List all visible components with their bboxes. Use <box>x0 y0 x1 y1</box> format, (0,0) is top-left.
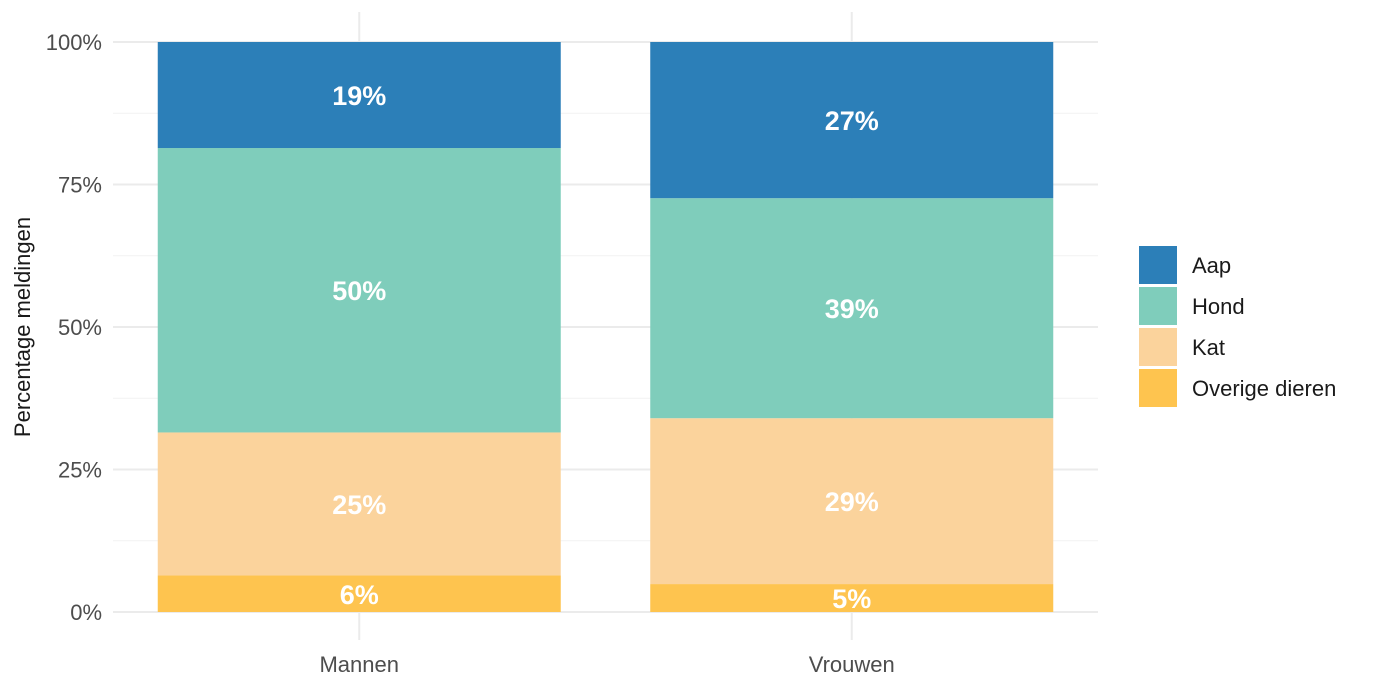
segment-label: 25% <box>332 490 386 520</box>
bars <box>157 42 1054 612</box>
segment-label: 5% <box>832 584 871 614</box>
y-tick-label: 100% <box>46 30 102 55</box>
bar-segment <box>650 418 1054 585</box>
bar-segment <box>157 432 561 576</box>
bar-segment <box>650 198 1054 419</box>
legend-label: Aap <box>1192 253 1231 278</box>
y-axis-label: Percentage meldingen <box>10 217 35 437</box>
legend-swatch <box>1139 328 1177 366</box>
legend-swatch <box>1139 287 1177 325</box>
bar-segment <box>157 42 561 149</box>
segment-label: 6% <box>340 580 379 610</box>
legend-label: Kat <box>1192 335 1225 360</box>
y-tick-label: 50% <box>58 315 102 340</box>
legend-swatch <box>1139 246 1177 284</box>
x-tick-label: Mannen <box>319 652 399 677</box>
legend: Aap Hond Kat Overige dieren <box>1139 246 1336 407</box>
segment-label: 19% <box>332 81 386 111</box>
x-axis-ticks: Mannen Vrouwen <box>319 652 894 677</box>
bar-segment <box>157 148 561 433</box>
bar-segment <box>650 42 1054 199</box>
y-tick-label: 75% <box>58 173 102 198</box>
segment-labels: 6% 25% 50% 19% 5% 29% 39% 27% <box>332 81 879 614</box>
segment-label: 27% <box>825 106 879 136</box>
y-tick-label: 25% <box>58 458 102 483</box>
bar-segment <box>650 584 1054 612</box>
y-tick-label: 0% <box>70 600 102 625</box>
y-axis-ticks: 0% 25% 50% 75% 100% <box>46 30 102 625</box>
x-tick-label: Vrouwen <box>809 652 895 677</box>
segment-label: 39% <box>825 294 879 324</box>
legend-swatch <box>1139 369 1177 407</box>
bar-segment <box>157 575 561 612</box>
segment-label: 29% <box>825 487 879 517</box>
legend-label: Overige dieren <box>1192 376 1336 401</box>
segment-label: 50% <box>332 276 386 306</box>
legend-label: Hond <box>1192 294 1245 319</box>
